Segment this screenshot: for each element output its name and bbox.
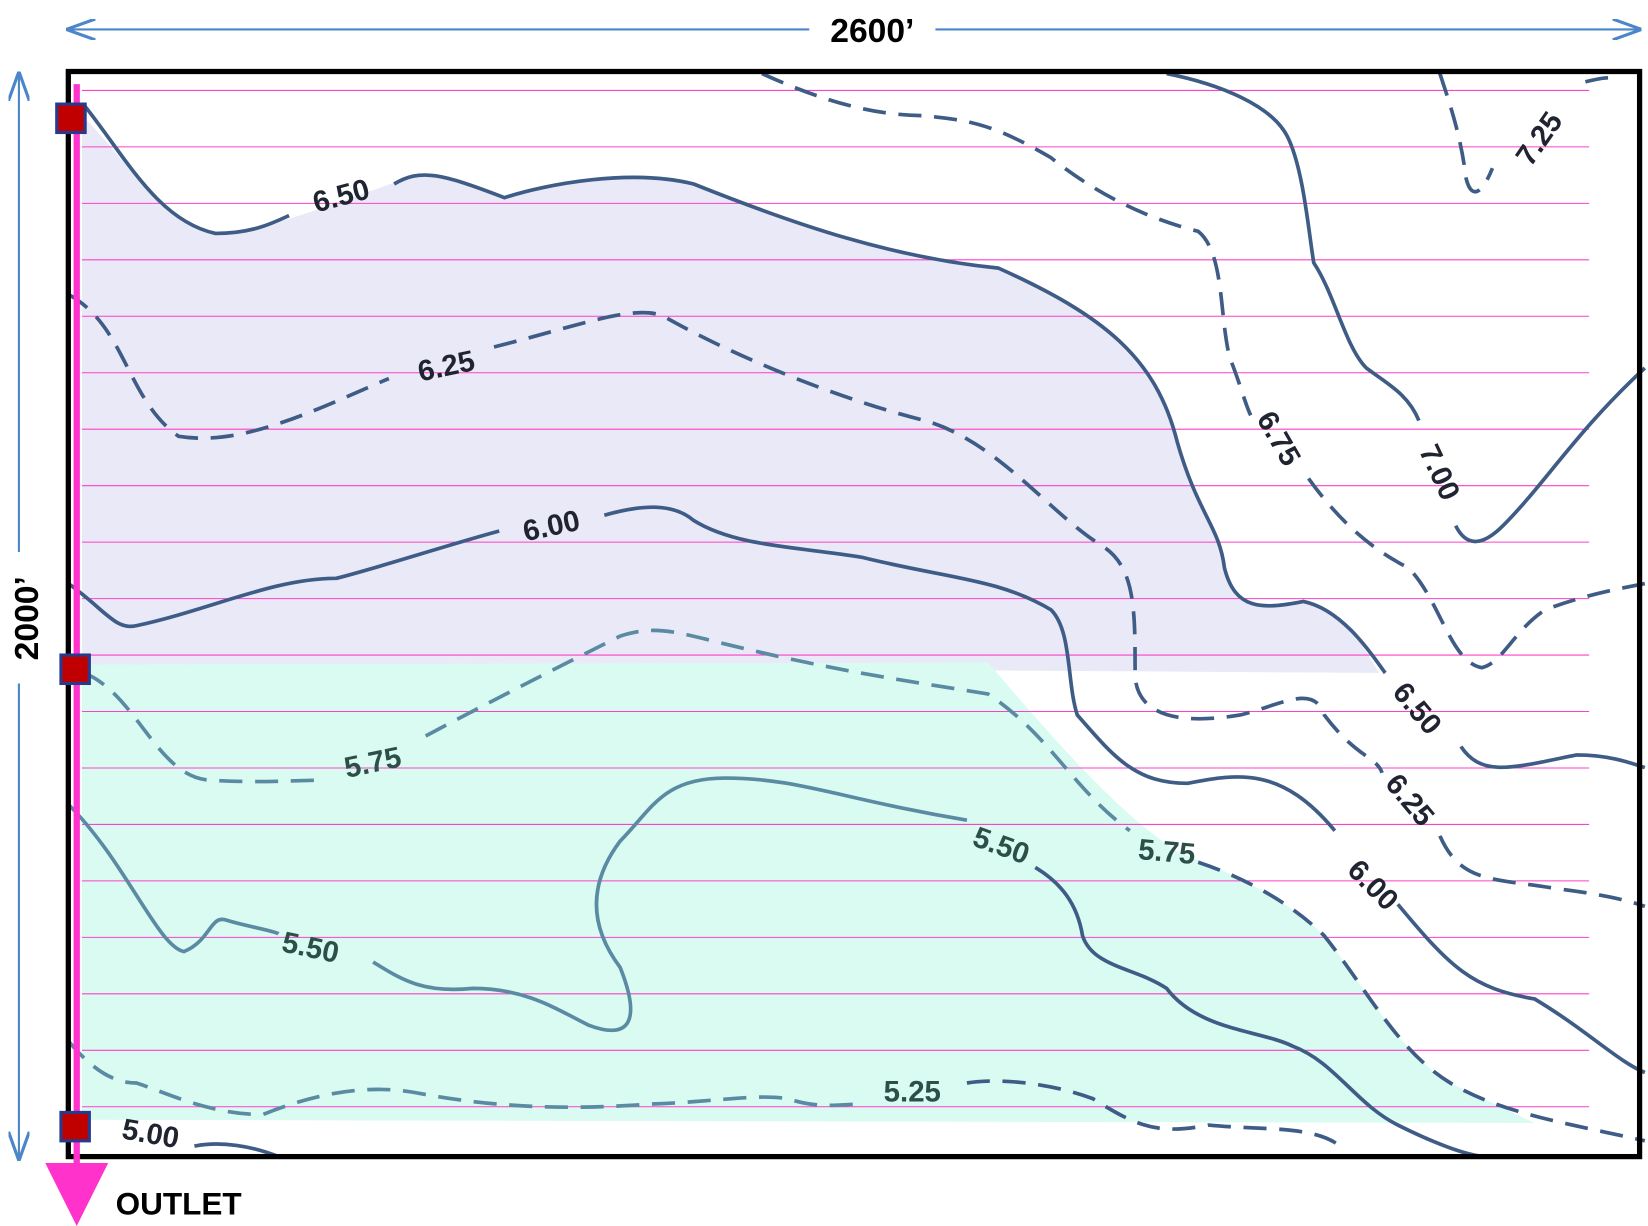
contour-line <box>83 671 326 784</box>
contour-line <box>1307 477 1646 670</box>
contour-line <box>1459 745 1646 770</box>
contour-label: 6.00 <box>1341 853 1405 917</box>
furrow-lines <box>81 89 1590 1108</box>
valve <box>59 653 91 686</box>
contour-line <box>761 71 1253 417</box>
contour-line <box>1438 835 1646 909</box>
contour-label: 7.25 <box>1509 106 1569 172</box>
valve <box>55 102 87 135</box>
contour-line <box>1576 75 1609 86</box>
contour-line <box>1197 860 1646 1143</box>
contour-label: 7.00 <box>1412 439 1466 505</box>
lower-zone <box>81 662 1535 1123</box>
valve <box>59 1110 91 1143</box>
contour-line <box>372 776 968 1033</box>
contour-line <box>67 803 280 954</box>
contour-line <box>424 628 1131 833</box>
upper-zone <box>81 115 1379 673</box>
contour-line <box>67 529 500 629</box>
contour-line <box>66 1039 862 1117</box>
contour-line <box>1166 71 1421 422</box>
contour-line <box>1034 865 1488 1159</box>
contour-line <box>966 1079 1342 1148</box>
contour-label: 5.25 <box>884 1075 941 1108</box>
contour-line <box>393 173 1387 675</box>
contour-line <box>493 310 1384 774</box>
contour-label: 6.75 <box>1250 406 1307 472</box>
contour-label: 5.75 <box>1137 833 1197 871</box>
contour-line <box>603 505 1337 832</box>
contours <box>66 71 1647 1159</box>
contour-line <box>194 1142 280 1159</box>
contour-line <box>1396 903 1646 1075</box>
contour-line <box>82 103 290 236</box>
height-label: 2000’ <box>9 576 46 660</box>
contour-line <box>1438 73 1495 194</box>
outlet-label: OUTLET <box>116 1185 242 1221</box>
width-label: 2600’ <box>830 13 914 50</box>
field-border <box>65 68 1643 1160</box>
contour-label: 6.50 <box>1386 676 1448 741</box>
contour-line <box>1454 366 1647 544</box>
contour-line <box>67 292 390 441</box>
contour-label: 6.25 <box>1379 768 1441 833</box>
